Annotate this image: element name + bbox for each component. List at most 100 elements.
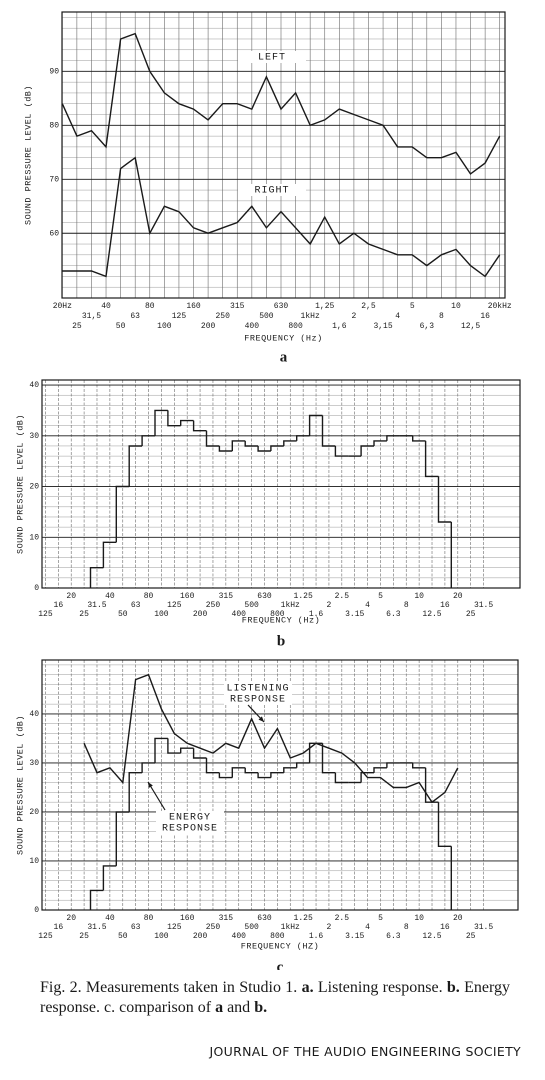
x-tick-label: 250 — [206, 601, 221, 610]
annotation: ENERGY — [169, 813, 211, 824]
y-tick-label: 70 — [49, 175, 59, 184]
x-tick-label: 20 — [66, 592, 76, 601]
caption-part: b. — [254, 999, 268, 1016]
y-tick-label: 30 — [29, 432, 39, 441]
x-tick-label: 63 — [131, 923, 141, 932]
step-segment — [115, 485, 130, 543]
x-tick-label: 2.5 — [335, 914, 350, 923]
y-tick-label: 20 — [29, 483, 39, 492]
plot-frame — [41, 379, 521, 589]
step-segment — [424, 440, 439, 478]
x-tick-label: 630 — [274, 302, 289, 311]
y-axis-title: SOUND PRESSURE LEVEL (dB) — [23, 85, 33, 225]
x-tick-label: 630 — [257, 592, 272, 601]
step-segment — [308, 742, 323, 763]
x-tick-label: 500 — [244, 923, 259, 932]
x-tick-label: 1.6 — [309, 932, 324, 941]
step-segment — [270, 445, 284, 451]
response-line — [83, 673, 459, 804]
x-tick-label: 4 — [395, 312, 400, 321]
x-tick-label: 125 — [167, 923, 182, 932]
x-tick-label: 31.5 — [87, 923, 106, 932]
step-segment — [141, 762, 155, 773]
step-segment — [89, 889, 104, 910]
x-tick-label: 160 — [180, 592, 195, 601]
step-segment — [102, 865, 117, 891]
x-tick-label: 31.5 — [474, 923, 493, 932]
x-tick-label: 31.5 — [87, 601, 106, 610]
y-axis-title: SOUND PRESSURE LEVEL (dB) — [15, 715, 25, 855]
arrow-head — [148, 782, 153, 788]
step-segment — [283, 767, 297, 773]
x-tick-label: 5 — [378, 592, 383, 601]
x-tick-label: 3.15 — [345, 610, 364, 619]
panel-label: c — [277, 959, 284, 970]
x-tick-label: 2 — [327, 923, 332, 932]
x-tick-label: 315 — [219, 914, 234, 923]
y-tick-label: 60 — [49, 229, 59, 238]
x-tick-label: 4 — [365, 923, 370, 932]
caption-part: a — [215, 999, 224, 1016]
y-tick-label: 30 — [29, 759, 39, 768]
x-axis-title: FREQUENCY (Hz) — [242, 615, 320, 625]
x-tick-label: 160 — [186, 302, 201, 311]
x-tick-label: 20Hz — [53, 302, 72, 311]
annotation: RESPONSE — [230, 695, 286, 706]
step-segment — [154, 737, 168, 763]
step-segment — [386, 762, 400, 768]
x-tick-label: 40 — [105, 592, 115, 601]
x-tick-label: 5 — [378, 914, 383, 923]
x-tick-label: 800 — [270, 610, 285, 619]
step-segment — [192, 748, 207, 759]
step-segment — [296, 762, 310, 768]
step-segment — [154, 409, 168, 436]
arrow-head — [258, 716, 264, 722]
step-segment — [437, 802, 452, 847]
figure-caption: Fig. 2. Measurements taken in Studio 1. … — [40, 978, 510, 1018]
step-segment — [205, 430, 220, 447]
y-tick-label: 90 — [49, 67, 59, 76]
step-segment — [115, 811, 130, 866]
caption-part: a. — [301, 979, 314, 996]
caption-part: c. — [103, 999, 116, 1016]
x-tick-label: 800 — [288, 322, 303, 331]
annotation: RESPONSE — [162, 824, 218, 835]
panel-label: b — [277, 633, 285, 649]
x-tick-label: 160 — [180, 914, 195, 923]
step-segment — [283, 440, 297, 446]
step-segment — [180, 419, 194, 426]
plot-frame — [61, 11, 506, 299]
response-line — [62, 156, 501, 278]
y-tick-label: 40 — [29, 710, 39, 719]
journal-footer: JOURNAL OF THE AUDIO ENGINEERING SOCIETY — [209, 1044, 521, 1059]
x-tick-label: 250 — [215, 312, 230, 321]
x-tick-label: 8 — [439, 312, 444, 321]
step-segment — [231, 440, 246, 451]
x-tick-label: 400 — [232, 610, 247, 619]
step-segment — [334, 772, 349, 784]
step-segment — [334, 446, 349, 457]
y-tick-label: 40 — [29, 381, 39, 390]
x-tick-label: 25 — [72, 322, 82, 331]
y-tick-label: 10 — [29, 857, 39, 866]
x-tick-label: 50 — [118, 610, 128, 619]
x-tick-label: 200 — [193, 932, 208, 941]
x-tick-label: 200 — [193, 610, 208, 619]
step-segment — [296, 435, 310, 441]
step-segment — [167, 410, 181, 427]
x-tick-label: 800 — [270, 932, 285, 941]
step-segment — [257, 772, 271, 779]
x-tick-label: 25 — [79, 932, 89, 941]
x-tick-label: 3.15 — [345, 932, 364, 941]
step-segment — [128, 445, 143, 487]
x-tick-label: 16 — [440, 601, 450, 610]
step-segment — [308, 414, 323, 436]
step-segment — [102, 541, 117, 568]
step-segment — [180, 747, 194, 754]
step-segment — [424, 767, 439, 803]
y-tick-label: 80 — [49, 121, 59, 130]
x-tick-label: 25 — [79, 610, 89, 619]
figure: 6070809020Hz2531,54050638010012516020025… — [15, 11, 521, 970]
caption-part: Listening response. — [317, 979, 443, 996]
x-tick-label: 2.5 — [335, 592, 350, 601]
